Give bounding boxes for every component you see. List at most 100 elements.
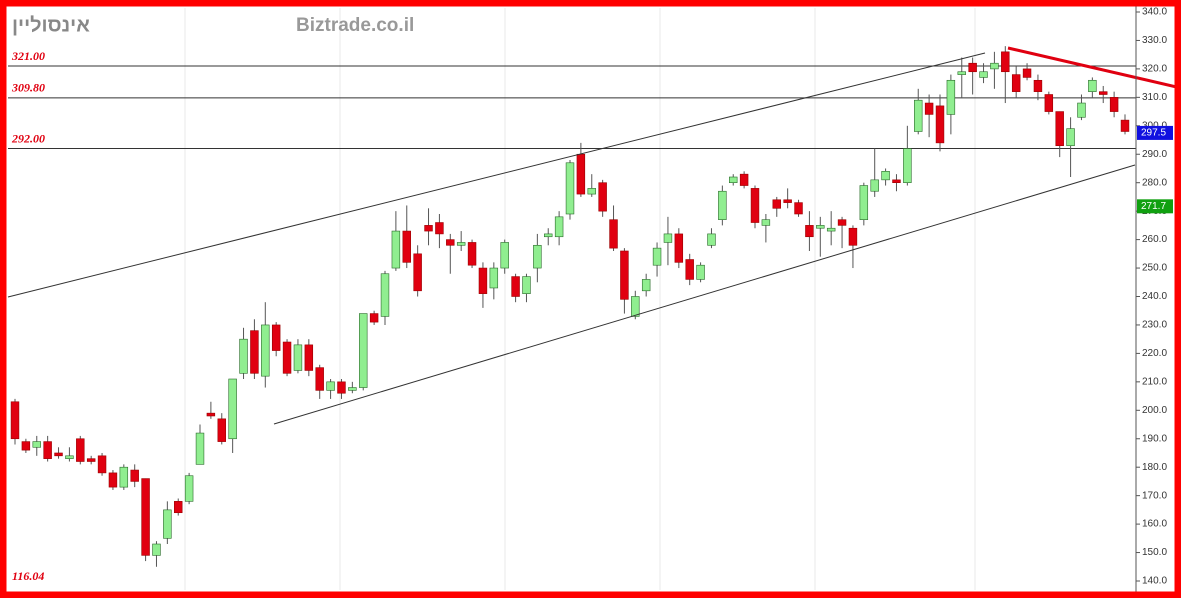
candle-body [1077, 102, 1086, 118]
candle-body [576, 153, 586, 195]
candle-body [21, 441, 31, 451]
y-tick-label: 320.0 [1142, 64, 1167, 75]
trend-line-red [1007, 46, 1181, 90]
y-tick-label: 240.0 [1142, 291, 1167, 302]
candle-body [805, 225, 814, 238]
price-tag [1137, 199, 1173, 214]
candle-body [848, 227, 858, 246]
candle-body [1066, 128, 1075, 147]
candle-body [674, 233, 684, 263]
candle-body [631, 296, 640, 317]
candle-body [565, 162, 575, 215]
candle-body [424, 225, 433, 232]
candle-body [282, 341, 292, 374]
candle-body [750, 188, 760, 223]
y-tick-label: 200.0 [1142, 405, 1167, 416]
candle-body [837, 219, 847, 226]
candle-body [413, 253, 422, 292]
candle-body [76, 438, 85, 462]
candle-body [826, 227, 836, 232]
y-tick-label: 150.0 [1142, 547, 1167, 558]
candle-body [870, 179, 879, 192]
candle-body [924, 102, 934, 115]
candle-body [979, 71, 988, 78]
candle-body [598, 182, 607, 212]
candle-body [359, 313, 368, 388]
y-tick-label: 210.0 [1142, 376, 1167, 387]
plot: 140.0 150.0 160.0 170.0 180.0 190.0 200.0 210.0… [8, 7, 1173, 587]
candle-body [32, 441, 41, 448]
y-tick-label: 280.0 [1142, 177, 1167, 188]
trend-line-lower [273, 164, 1136, 425]
candle-body [337, 381, 346, 394]
candle-body [435, 222, 444, 235]
candle-body [239, 338, 248, 374]
candle-body [163, 509, 172, 539]
level-label: 309.80 [11, 81, 45, 95]
candle-body [718, 190, 727, 220]
y-tick-label: 330.0 [1142, 35, 1167, 46]
candle-body [761, 219, 771, 226]
y-tick-label: 310.0 [1142, 92, 1167, 103]
candle-body [141, 478, 150, 556]
candle-body [1099, 91, 1108, 95]
candle-body [707, 233, 716, 246]
candle-body [914, 99, 923, 132]
candle-body [304, 344, 314, 371]
candle-body [816, 225, 825, 229]
candle-body [903, 148, 912, 183]
candle-body [522, 276, 531, 294]
candle-body [511, 276, 520, 297]
watermark: Biztrade.co.il [296, 15, 414, 36]
candle-body [935, 105, 945, 144]
candle-body [391, 230, 401, 269]
candle-body [772, 199, 781, 209]
price-tag-label: 297.5 [1141, 128, 1166, 139]
candle-body [641, 279, 651, 292]
y-tick-label: 260.0 [1142, 234, 1167, 245]
candle-body [446, 239, 455, 246]
candle-body [54, 452, 63, 457]
candle-body [533, 244, 542, 269]
candle-body [1109, 97, 1119, 112]
candle-body [348, 387, 357, 391]
candle-body [957, 71, 966, 75]
candle-body [587, 188, 596, 195]
y-tick-label: 190.0 [1142, 433, 1167, 444]
candle-body [380, 273, 390, 317]
candle-body [1033, 79, 1043, 92]
candle-body [250, 330, 259, 374]
candle-body [990, 62, 999, 70]
candle-body [228, 378, 237, 440]
chart-title: אינסוליין [12, 14, 90, 36]
candle-body [489, 267, 499, 289]
candle-body [293, 344, 303, 371]
candle-body [184, 475, 194, 502]
candle-body [1001, 51, 1010, 73]
price-tag [1137, 125, 1173, 140]
candle-body [174, 501, 183, 514]
y-tick-label: 170.0 [1142, 490, 1167, 501]
candle-body [859, 185, 869, 220]
y-tick-label: 160.0 [1142, 519, 1167, 530]
candle-body [261, 324, 270, 377]
candle-body [119, 466, 129, 488]
candle-body [1022, 68, 1032, 78]
trend-line-upper [7, 52, 986, 298]
y-tick-label: 180.0 [1142, 462, 1167, 473]
candle-body [369, 313, 379, 323]
candle-body [1088, 79, 1097, 92]
candle-body [783, 199, 792, 203]
candle-body [65, 455, 74, 459]
candle-body [10, 401, 20, 440]
candle-body [946, 79, 956, 115]
candle-body [892, 179, 901, 183]
candle-body [1120, 119, 1130, 132]
candle-body [326, 381, 335, 391]
candle-body [729, 176, 738, 183]
candle-body [881, 171, 890, 181]
candle-body [152, 543, 161, 556]
